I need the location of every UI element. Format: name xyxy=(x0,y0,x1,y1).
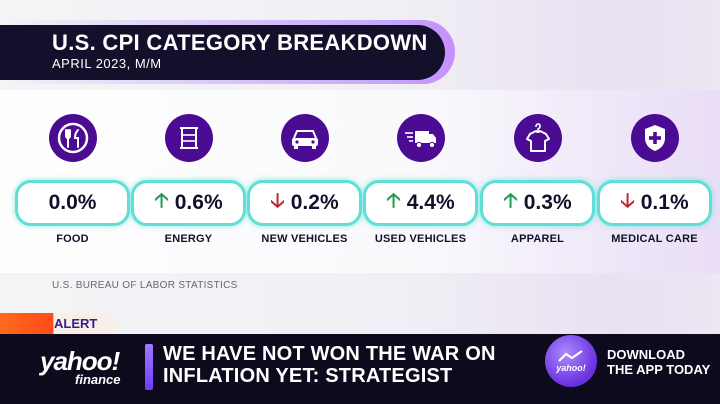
trend-chart-icon xyxy=(558,349,584,363)
headline-line-1: WE HAVE NOT WON THE WAR ON xyxy=(163,343,496,365)
yahoo-finance-logo: yahoo! finance xyxy=(40,346,121,387)
down-arrow-icon: 🡣 xyxy=(270,190,285,212)
headline: WE HAVE NOT WON THE WAR ON INFLATION YET… xyxy=(163,343,523,387)
up-arrow-icon: 🡡 xyxy=(503,190,518,212)
food-value-pill: 0.0% xyxy=(15,180,130,226)
alert-strip xyxy=(0,313,118,334)
apparel-value: 0.3% xyxy=(523,191,572,214)
download-app-prompt[interactable]: DOWNLOAD THE APP TODAY xyxy=(607,347,715,377)
shirt-hanger-icon xyxy=(514,114,562,162)
headline-accent-bar xyxy=(145,344,153,390)
download-line-2: THE APP TODAY xyxy=(607,362,711,377)
used-vehicles-value: 4.4% xyxy=(406,191,455,214)
download-line-1: DOWNLOAD xyxy=(607,347,685,362)
apparel-label: APPAREL xyxy=(510,233,565,245)
headline-line-2: INFLATION YET: STRATEGIST xyxy=(163,365,453,387)
logo-sub-text: finance xyxy=(75,372,121,387)
category-medical-care: 🡣 0.1% MEDICAL CARE xyxy=(597,102,712,250)
delivery-truck-icon xyxy=(397,114,445,162)
header-bar xyxy=(0,25,445,80)
down-arrow-icon: 🡣 xyxy=(620,190,635,212)
category-used-vehicles: 🡡 4.4% USED VEHICLES xyxy=(363,102,478,250)
energy-value-pill: 🡡 0.6% xyxy=(131,180,246,226)
car-icon xyxy=(281,114,329,162)
apparel-value-pill: 🡡 0.3% xyxy=(480,180,595,226)
fuel-barrel-icon xyxy=(165,114,213,162)
used-vehicles-label: USED VEHICLES xyxy=(374,233,467,245)
new-vehicles-value-pill: 🡣 0.2% xyxy=(247,180,362,226)
food-label: FOOD xyxy=(56,233,89,245)
app-badge[interactable]: yahoo! xyxy=(545,335,597,387)
food-value: 0.0% xyxy=(48,191,97,214)
medical-care-value: 0.1% xyxy=(640,191,689,214)
up-arrow-icon: 🡡 xyxy=(154,190,169,212)
category-food: 0.0% FOOD xyxy=(15,102,130,250)
page-subtitle: APRIL 2023, M/M xyxy=(52,56,162,71)
used-vehicles-value-pill: 🡡 4.4% xyxy=(363,180,478,226)
new-vehicles-value: 0.2% xyxy=(290,191,339,214)
up-arrow-icon: 🡡 xyxy=(386,190,401,212)
category-energy: 🡡 0.6% ENERGY xyxy=(131,102,246,250)
source-credit: U.S. BUREAU OF LABOR STATISTICS xyxy=(52,280,238,291)
energy-value: 0.6% xyxy=(174,191,223,214)
category-new-vehicles: 🡣 0.2% NEW VEHICLES xyxy=(247,102,362,250)
category-apparel: 🡡 0.3% APPAREL xyxy=(480,102,595,250)
page-title: U.S. CPI CATEGORY BREAKDOWN xyxy=(52,30,428,55)
lower-third-bar xyxy=(0,334,720,404)
medical-shield-icon xyxy=(631,114,679,162)
utensils-icon xyxy=(49,114,97,162)
energy-label: ENERGY xyxy=(164,233,213,245)
medical-care-value-pill: 🡣 0.1% xyxy=(597,180,712,226)
new-vehicles-label: NEW VEHICLES xyxy=(261,233,348,245)
medical-care-label: MEDICAL CARE xyxy=(611,233,698,245)
alert-label: ALERT xyxy=(54,316,98,331)
badge-text: yahoo! xyxy=(556,363,586,373)
logo-main-text: yahoo! xyxy=(40,346,120,376)
